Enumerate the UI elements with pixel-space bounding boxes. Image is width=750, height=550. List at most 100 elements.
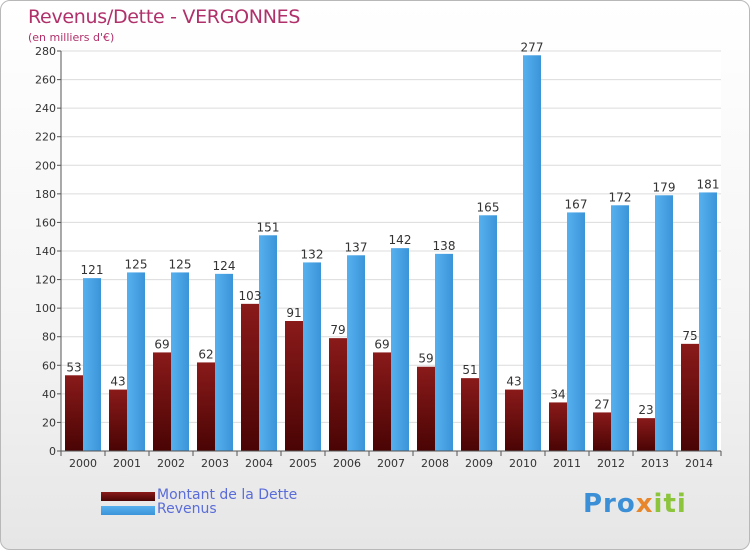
bar-revenus	[567, 212, 585, 451]
bar-debt	[417, 366, 435, 451]
data-label-debt: 23	[638, 403, 653, 417]
data-label-revenus: 132	[301, 247, 324, 261]
y-tick-label: 220	[35, 131, 56, 144]
data-label-revenus: 121	[81, 263, 104, 277]
x-tick-label: 2002	[157, 457, 185, 470]
x-tick-label: 2000	[69, 457, 97, 470]
data-label-debt: 69	[154, 337, 169, 351]
y-tick-label: 0	[49, 445, 56, 458]
bar-debt	[549, 402, 567, 451]
legend-label-debt: Montant de la Dette	[157, 487, 298, 503]
data-label-debt: 91	[286, 306, 301, 320]
data-label-debt: 69	[374, 337, 389, 351]
y-tick-label: 100	[35, 302, 56, 315]
data-label-revenus: 277	[521, 40, 544, 54]
axis-layer: 0 20 40 60 80 100 120 140 160 180 200 220 240 260 280 2…	[35, 45, 722, 470]
bar-revenus	[303, 262, 321, 451]
bar-revenus	[655, 195, 673, 451]
x-tick-label: 2003	[201, 457, 229, 470]
data-label-debt: 59	[418, 352, 433, 366]
bar-revenus	[259, 235, 277, 451]
chart-subtitle: (en milliers d'€)	[28, 31, 115, 44]
data-label-revenus: 181	[697, 177, 720, 191]
x-tick-label: 2007	[377, 457, 405, 470]
data-label-revenus: 167	[565, 197, 588, 211]
bar-revenus	[699, 192, 717, 451]
x-tick-label: 2008	[421, 457, 449, 470]
data-label-debt: 75	[682, 329, 697, 343]
x-tick-label: 2010	[509, 457, 537, 470]
data-label-revenus: 138	[433, 239, 456, 253]
data-label-revenus: 124	[213, 259, 236, 273]
data-label-debt: 53	[66, 360, 81, 374]
y-tick-label: 80	[42, 331, 56, 344]
y-tick-label: 280	[35, 45, 56, 58]
x-tick-label: 2009	[465, 457, 493, 470]
y-tick-label: 140	[35, 245, 56, 258]
x-tick-label: 2004	[245, 457, 273, 470]
bar-revenus	[83, 278, 101, 451]
bar-debt	[593, 412, 611, 451]
bar-debt	[153, 352, 171, 451]
data-label-revenus: 165	[477, 200, 500, 214]
legend-swatch-debt	[101, 492, 155, 501]
bar-revenus	[435, 253, 453, 451]
y-tick-label: 40	[42, 388, 56, 401]
bar-debt	[65, 375, 83, 451]
x-tick-label: 2005	[289, 457, 317, 470]
bar-revenus	[171, 272, 189, 451]
bar-debt	[329, 338, 347, 451]
data-label-revenus: 137	[345, 240, 368, 254]
data-label-debt: 34	[550, 387, 565, 401]
x-tick-label: 2013	[641, 457, 669, 470]
x-tick-label: 2001	[113, 457, 141, 470]
x-tick-label: 2011	[553, 457, 581, 470]
bar-revenus	[347, 255, 365, 451]
bar-debt	[681, 343, 699, 451]
data-label-revenus: 142	[389, 233, 412, 247]
data-label-debt: 51	[462, 363, 477, 377]
y-tick-label: 120	[35, 274, 56, 287]
data-label-debt: 27	[594, 397, 609, 411]
bar-debt	[241, 303, 259, 451]
x-tick-label: 2006	[333, 457, 361, 470]
x-tick-label: 2014	[685, 457, 713, 470]
data-label-revenus: 151	[257, 220, 280, 234]
y-tick-label: 180	[35, 188, 56, 201]
bars-layer	[65, 55, 717, 452]
bar-revenus	[127, 272, 145, 451]
y-tick-label: 200	[35, 159, 56, 172]
data-label-revenus: 172	[609, 190, 632, 204]
bar-revenus	[611, 205, 629, 451]
bar-debt	[197, 362, 215, 451]
data-label-revenus: 179	[653, 180, 676, 194]
bar-debt	[505, 389, 523, 451]
bar-debt	[285, 321, 303, 451]
data-label-debt: 62	[198, 347, 213, 361]
data-label-debt: 43	[506, 375, 521, 389]
chart-title: Revenus/Dette - VERGONNES	[28, 6, 301, 28]
bar-revenus	[523, 55, 541, 452]
y-tick-label: 160	[35, 216, 56, 229]
data-label-debt: 103	[239, 289, 262, 303]
labels-layer: 53 121 43 125 69 125 62 124 103 151 91 132 79 137 69 14…	[66, 40, 719, 417]
bar-revenus	[215, 273, 233, 451]
legend-label-revenus: Revenus	[157, 501, 217, 517]
y-tick-label: 20	[42, 416, 56, 429]
data-label-revenus: 125	[169, 257, 192, 271]
y-tick-label: 60	[42, 359, 56, 372]
y-tick-label: 260	[35, 74, 56, 87]
legend-swatch-revenus	[101, 506, 155, 515]
x-tick-label: 2012	[597, 457, 625, 470]
bar-debt	[373, 352, 391, 451]
bar-debt	[109, 389, 127, 451]
data-label-debt: 79	[330, 323, 345, 337]
proxiti-logo: Proxiti	[583, 489, 687, 519]
y-tick-label: 240	[35, 102, 56, 115]
bar-revenus	[391, 248, 409, 451]
bar-debt	[637, 418, 655, 451]
bar-revenus	[479, 215, 497, 451]
data-label-debt: 43	[110, 375, 125, 389]
